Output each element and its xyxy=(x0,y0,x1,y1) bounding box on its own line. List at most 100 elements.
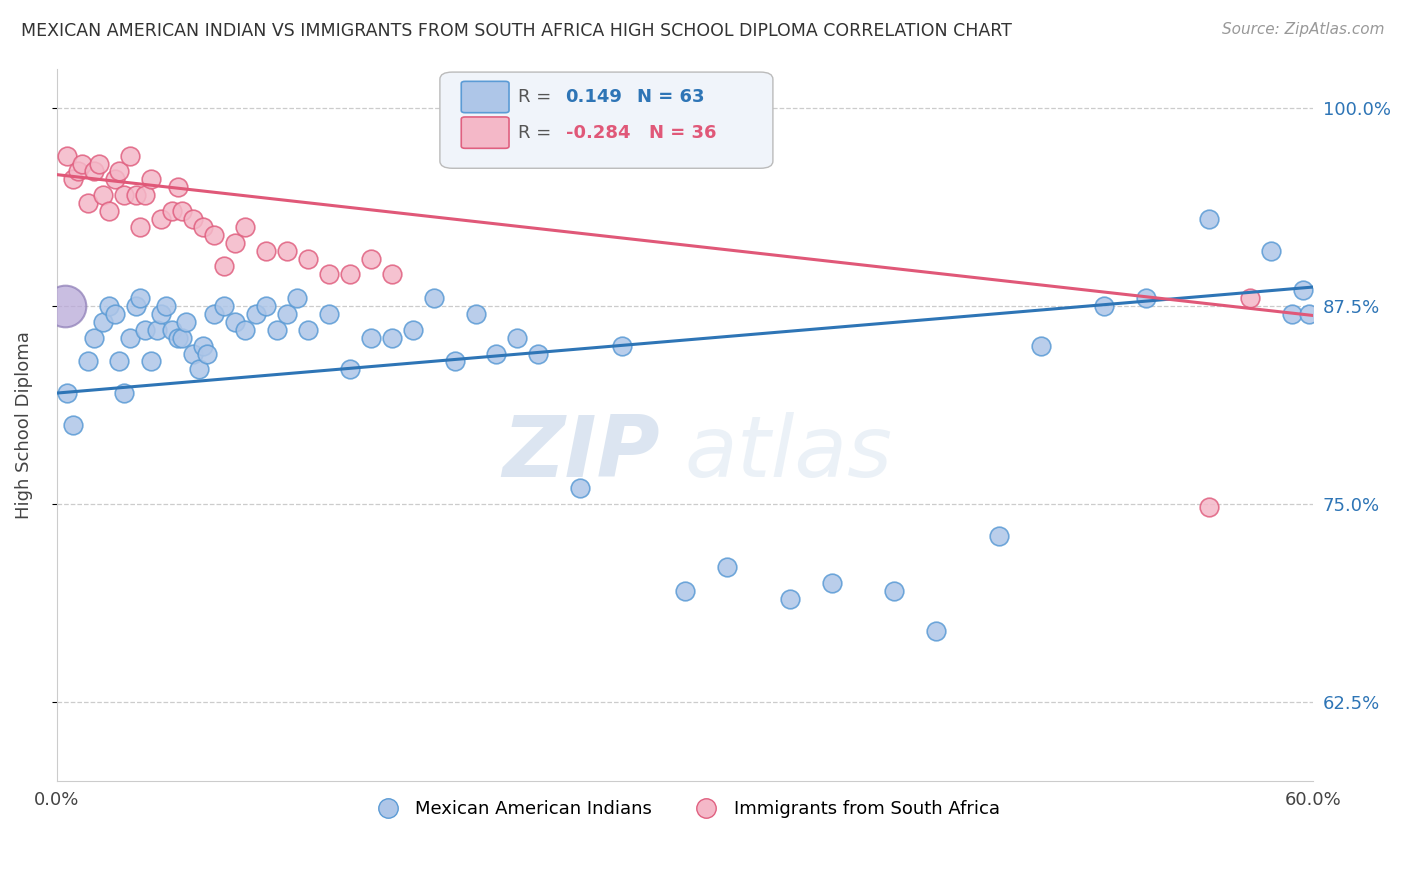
Point xyxy=(779,591,801,606)
Point xyxy=(402,323,425,337)
Point xyxy=(988,528,1011,542)
Point xyxy=(150,307,173,321)
Text: -0.284: -0.284 xyxy=(565,124,630,142)
Point xyxy=(506,331,529,345)
Point xyxy=(276,307,298,321)
FancyBboxPatch shape xyxy=(461,81,509,112)
Point xyxy=(569,481,592,495)
Point xyxy=(150,211,173,226)
Point xyxy=(118,331,141,345)
Point xyxy=(673,584,696,599)
Point xyxy=(167,331,190,345)
Point xyxy=(287,291,309,305)
Point xyxy=(125,188,148,202)
Point xyxy=(155,299,177,313)
Text: ZIP: ZIP xyxy=(502,412,659,495)
Point xyxy=(422,291,444,305)
Point xyxy=(176,315,198,329)
Point xyxy=(254,244,277,258)
Point xyxy=(212,260,235,274)
Point xyxy=(146,323,169,337)
Point xyxy=(134,188,156,202)
Point xyxy=(181,211,204,226)
Text: MEXICAN AMERICAN INDIAN VS IMMIGRANTS FROM SOUTH AFRICA HIGH SCHOOL DIPLOMA CORR: MEXICAN AMERICAN INDIAN VS IMMIGRANTS FR… xyxy=(21,22,1012,40)
Point xyxy=(233,323,256,337)
Point xyxy=(172,204,194,219)
Point xyxy=(381,268,404,282)
Point xyxy=(202,227,225,242)
Point xyxy=(139,172,162,186)
Point xyxy=(233,219,256,234)
Point xyxy=(527,346,550,360)
Point xyxy=(1092,299,1115,313)
Legend: Mexican American Indians, Immigrants from South Africa: Mexican American Indians, Immigrants fro… xyxy=(363,793,1007,825)
Point xyxy=(62,172,84,186)
Point xyxy=(1198,211,1220,226)
Point xyxy=(56,148,79,162)
Point xyxy=(716,560,738,574)
Point xyxy=(276,244,298,258)
Point xyxy=(181,346,204,360)
Point xyxy=(104,172,127,186)
Point xyxy=(77,196,100,211)
Point xyxy=(224,315,246,329)
Point xyxy=(129,291,152,305)
Point xyxy=(112,188,135,202)
Point xyxy=(83,331,105,345)
Point xyxy=(245,307,267,321)
Point xyxy=(160,323,183,337)
Point xyxy=(56,386,79,401)
Point xyxy=(1135,291,1157,305)
Point xyxy=(266,323,288,337)
Point xyxy=(212,299,235,313)
Point xyxy=(297,323,319,337)
Point xyxy=(1239,291,1261,305)
Point xyxy=(925,624,948,638)
Point xyxy=(464,307,486,321)
Point xyxy=(134,323,156,337)
Point xyxy=(318,307,340,321)
Text: atlas: atlas xyxy=(685,412,893,495)
Point xyxy=(87,156,110,170)
Point xyxy=(172,331,194,345)
Point xyxy=(883,584,905,599)
Point xyxy=(254,299,277,313)
Text: Source: ZipAtlas.com: Source: ZipAtlas.com xyxy=(1222,22,1385,37)
Point xyxy=(118,148,141,162)
Point xyxy=(160,204,183,219)
Point xyxy=(62,417,84,432)
Point xyxy=(339,268,361,282)
Point xyxy=(610,338,633,352)
Text: N = 63: N = 63 xyxy=(637,88,704,106)
Point xyxy=(104,307,127,321)
Point xyxy=(224,235,246,250)
Text: 0.149: 0.149 xyxy=(565,88,623,106)
Point xyxy=(360,331,382,345)
Point xyxy=(197,346,219,360)
Point xyxy=(360,252,382,266)
Text: R =: R = xyxy=(517,88,557,106)
Point xyxy=(129,219,152,234)
Point xyxy=(167,180,190,194)
Point xyxy=(53,299,76,313)
Point xyxy=(1298,307,1320,321)
Point xyxy=(297,252,319,266)
Point xyxy=(98,204,121,219)
Point xyxy=(820,576,842,591)
Point xyxy=(193,219,215,234)
FancyBboxPatch shape xyxy=(461,117,509,148)
Point xyxy=(443,354,465,368)
Point xyxy=(66,164,89,178)
Point xyxy=(108,164,131,178)
Point xyxy=(91,188,114,202)
Point xyxy=(339,362,361,376)
Point xyxy=(193,338,215,352)
Point xyxy=(139,354,162,368)
Point xyxy=(381,331,404,345)
Point xyxy=(70,156,93,170)
FancyBboxPatch shape xyxy=(440,72,773,169)
Point xyxy=(1260,244,1282,258)
Text: R =: R = xyxy=(517,124,557,142)
Point xyxy=(125,299,148,313)
Point xyxy=(91,315,114,329)
